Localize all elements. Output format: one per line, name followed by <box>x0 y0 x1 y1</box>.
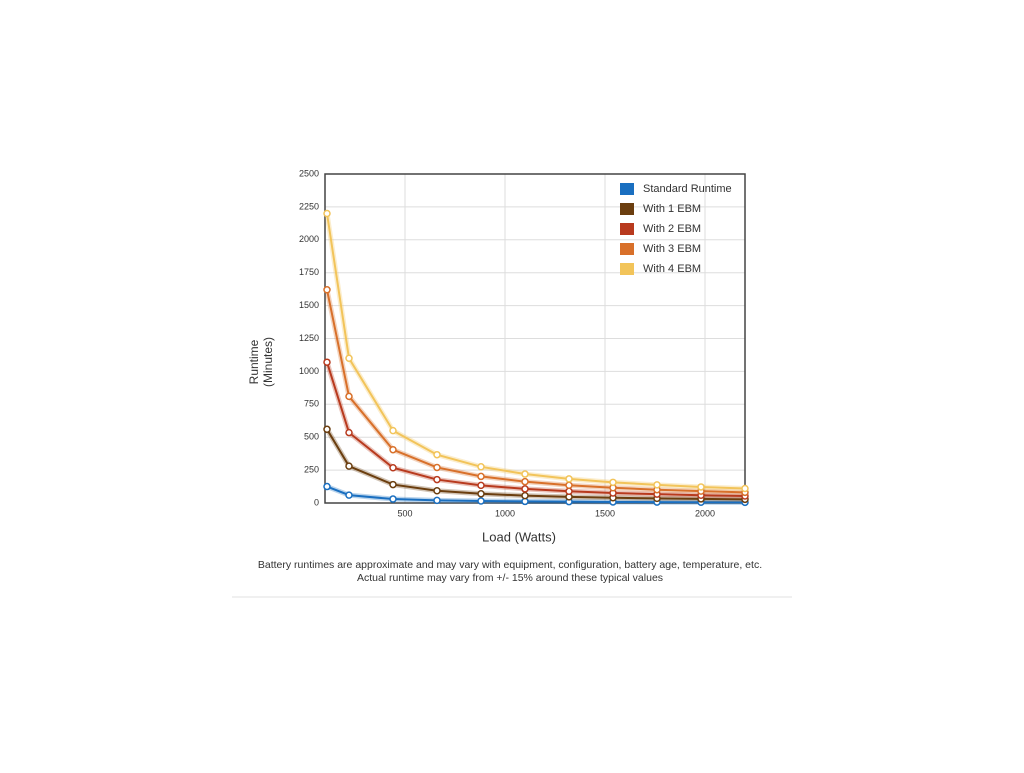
footnote: Actual runtime may vary from +/- 15% aro… <box>357 572 663 584</box>
legend-swatch <box>620 203 634 215</box>
legend-swatch <box>620 263 634 275</box>
data-point <box>521 470 529 478</box>
y-tick-label: 1750 <box>299 267 319 277</box>
data-point <box>323 425 331 434</box>
y-tick-label: 1250 <box>299 333 319 343</box>
x-tick-label: 1000 <box>495 508 515 518</box>
x-tick-label: 500 <box>397 508 412 518</box>
y-tick-label: 500 <box>304 432 319 442</box>
data-point <box>565 475 573 483</box>
data-point <box>653 481 661 489</box>
y-tick-label: 2250 <box>299 201 319 211</box>
y-tick-label: 2500 <box>299 168 319 178</box>
data-point <box>433 450 441 459</box>
data-point <box>389 463 397 472</box>
plot-border <box>324 173 746 504</box>
legend-label: With 1 EBM <box>643 203 701 215</box>
x-axis-label: Load (Watts) <box>482 529 556 544</box>
data-point <box>323 358 331 366</box>
x-tick-label: 2000 <box>695 508 715 518</box>
data-point <box>565 481 573 489</box>
data-point <box>521 485 529 493</box>
data-point <box>741 484 749 493</box>
data-point <box>433 475 441 484</box>
data-point <box>477 472 485 481</box>
data-point <box>433 463 441 472</box>
data-point <box>345 491 353 499</box>
data-point <box>323 286 331 294</box>
legend-swatch <box>620 183 634 195</box>
x-tick-label: 1500 <box>595 508 615 518</box>
legend-swatch <box>620 243 634 255</box>
data-point <box>433 487 441 495</box>
data-point <box>565 487 573 496</box>
data-point <box>345 462 353 470</box>
legend-swatch <box>620 223 634 235</box>
legend-label: With 4 EBM <box>643 263 701 275</box>
y-tick-label: 750 <box>304 399 319 409</box>
data-point <box>323 209 331 218</box>
data-point <box>345 392 353 401</box>
y-tick-label: 1500 <box>299 300 319 310</box>
y-tick-label: 2000 <box>299 234 319 244</box>
data-point <box>433 496 441 505</box>
data-point <box>697 483 705 491</box>
legend-label: Standard Runtime <box>643 183 732 195</box>
legend-label: With 3 EBM <box>643 243 701 255</box>
data-point <box>345 428 353 437</box>
y-tick-label: 250 <box>304 464 319 474</box>
data-point <box>323 482 331 491</box>
data-point <box>389 445 397 454</box>
y-tick-label: 1000 <box>299 366 319 376</box>
data-point <box>345 354 353 362</box>
legend-label: With 2 EBM <box>643 223 701 235</box>
y-axis-label: (Minutes) <box>261 337 275 387</box>
data-point <box>477 490 485 498</box>
data-point <box>477 481 485 490</box>
data-point <box>477 497 485 505</box>
data-point <box>389 426 397 435</box>
y-axis-label: Runtime <box>247 339 261 384</box>
data-point <box>609 478 617 487</box>
data-point <box>389 495 397 503</box>
data-point <box>477 463 485 471</box>
data-point <box>521 477 529 486</box>
data-point <box>389 480 397 489</box>
footnote: Battery runtimes are approximate and may… <box>258 559 762 571</box>
data-point <box>521 491 529 500</box>
y-tick-label: 0 <box>314 497 319 507</box>
